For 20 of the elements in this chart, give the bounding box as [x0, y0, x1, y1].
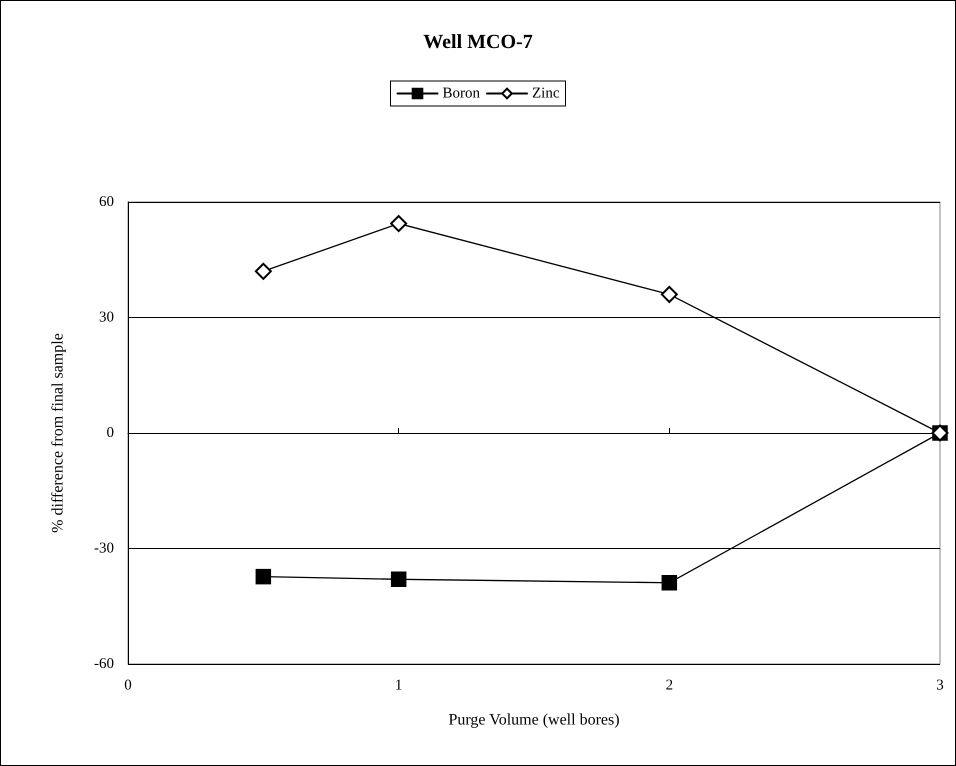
y-tick-label: -60 [94, 656, 114, 672]
y-tick-label: 30 [99, 310, 114, 326]
x-tick-label: 3 [936, 678, 944, 694]
legend-label: Zinc [532, 86, 560, 102]
point [662, 575, 678, 591]
x-axis-title: Purge Volume (well bores) [448, 712, 620, 728]
y-tick-label: -30 [94, 540, 114, 556]
x-tick-label: 2 [666, 678, 674, 694]
y-axis-title: % difference from final sample [50, 333, 66, 533]
point [254, 262, 272, 280]
x-tick-label: 0 [124, 678, 132, 694]
point [256, 568, 272, 584]
legend-label: Boron [442, 86, 481, 102]
point [660, 286, 678, 303]
point [390, 215, 408, 232]
y-tick-label: 0 [106, 425, 114, 441]
point [390, 572, 406, 588]
chart-title: Well MCO-7 [423, 31, 533, 53]
y-tick-label: 60 [99, 194, 114, 210]
x-tick-label: 1 [394, 678, 402, 694]
